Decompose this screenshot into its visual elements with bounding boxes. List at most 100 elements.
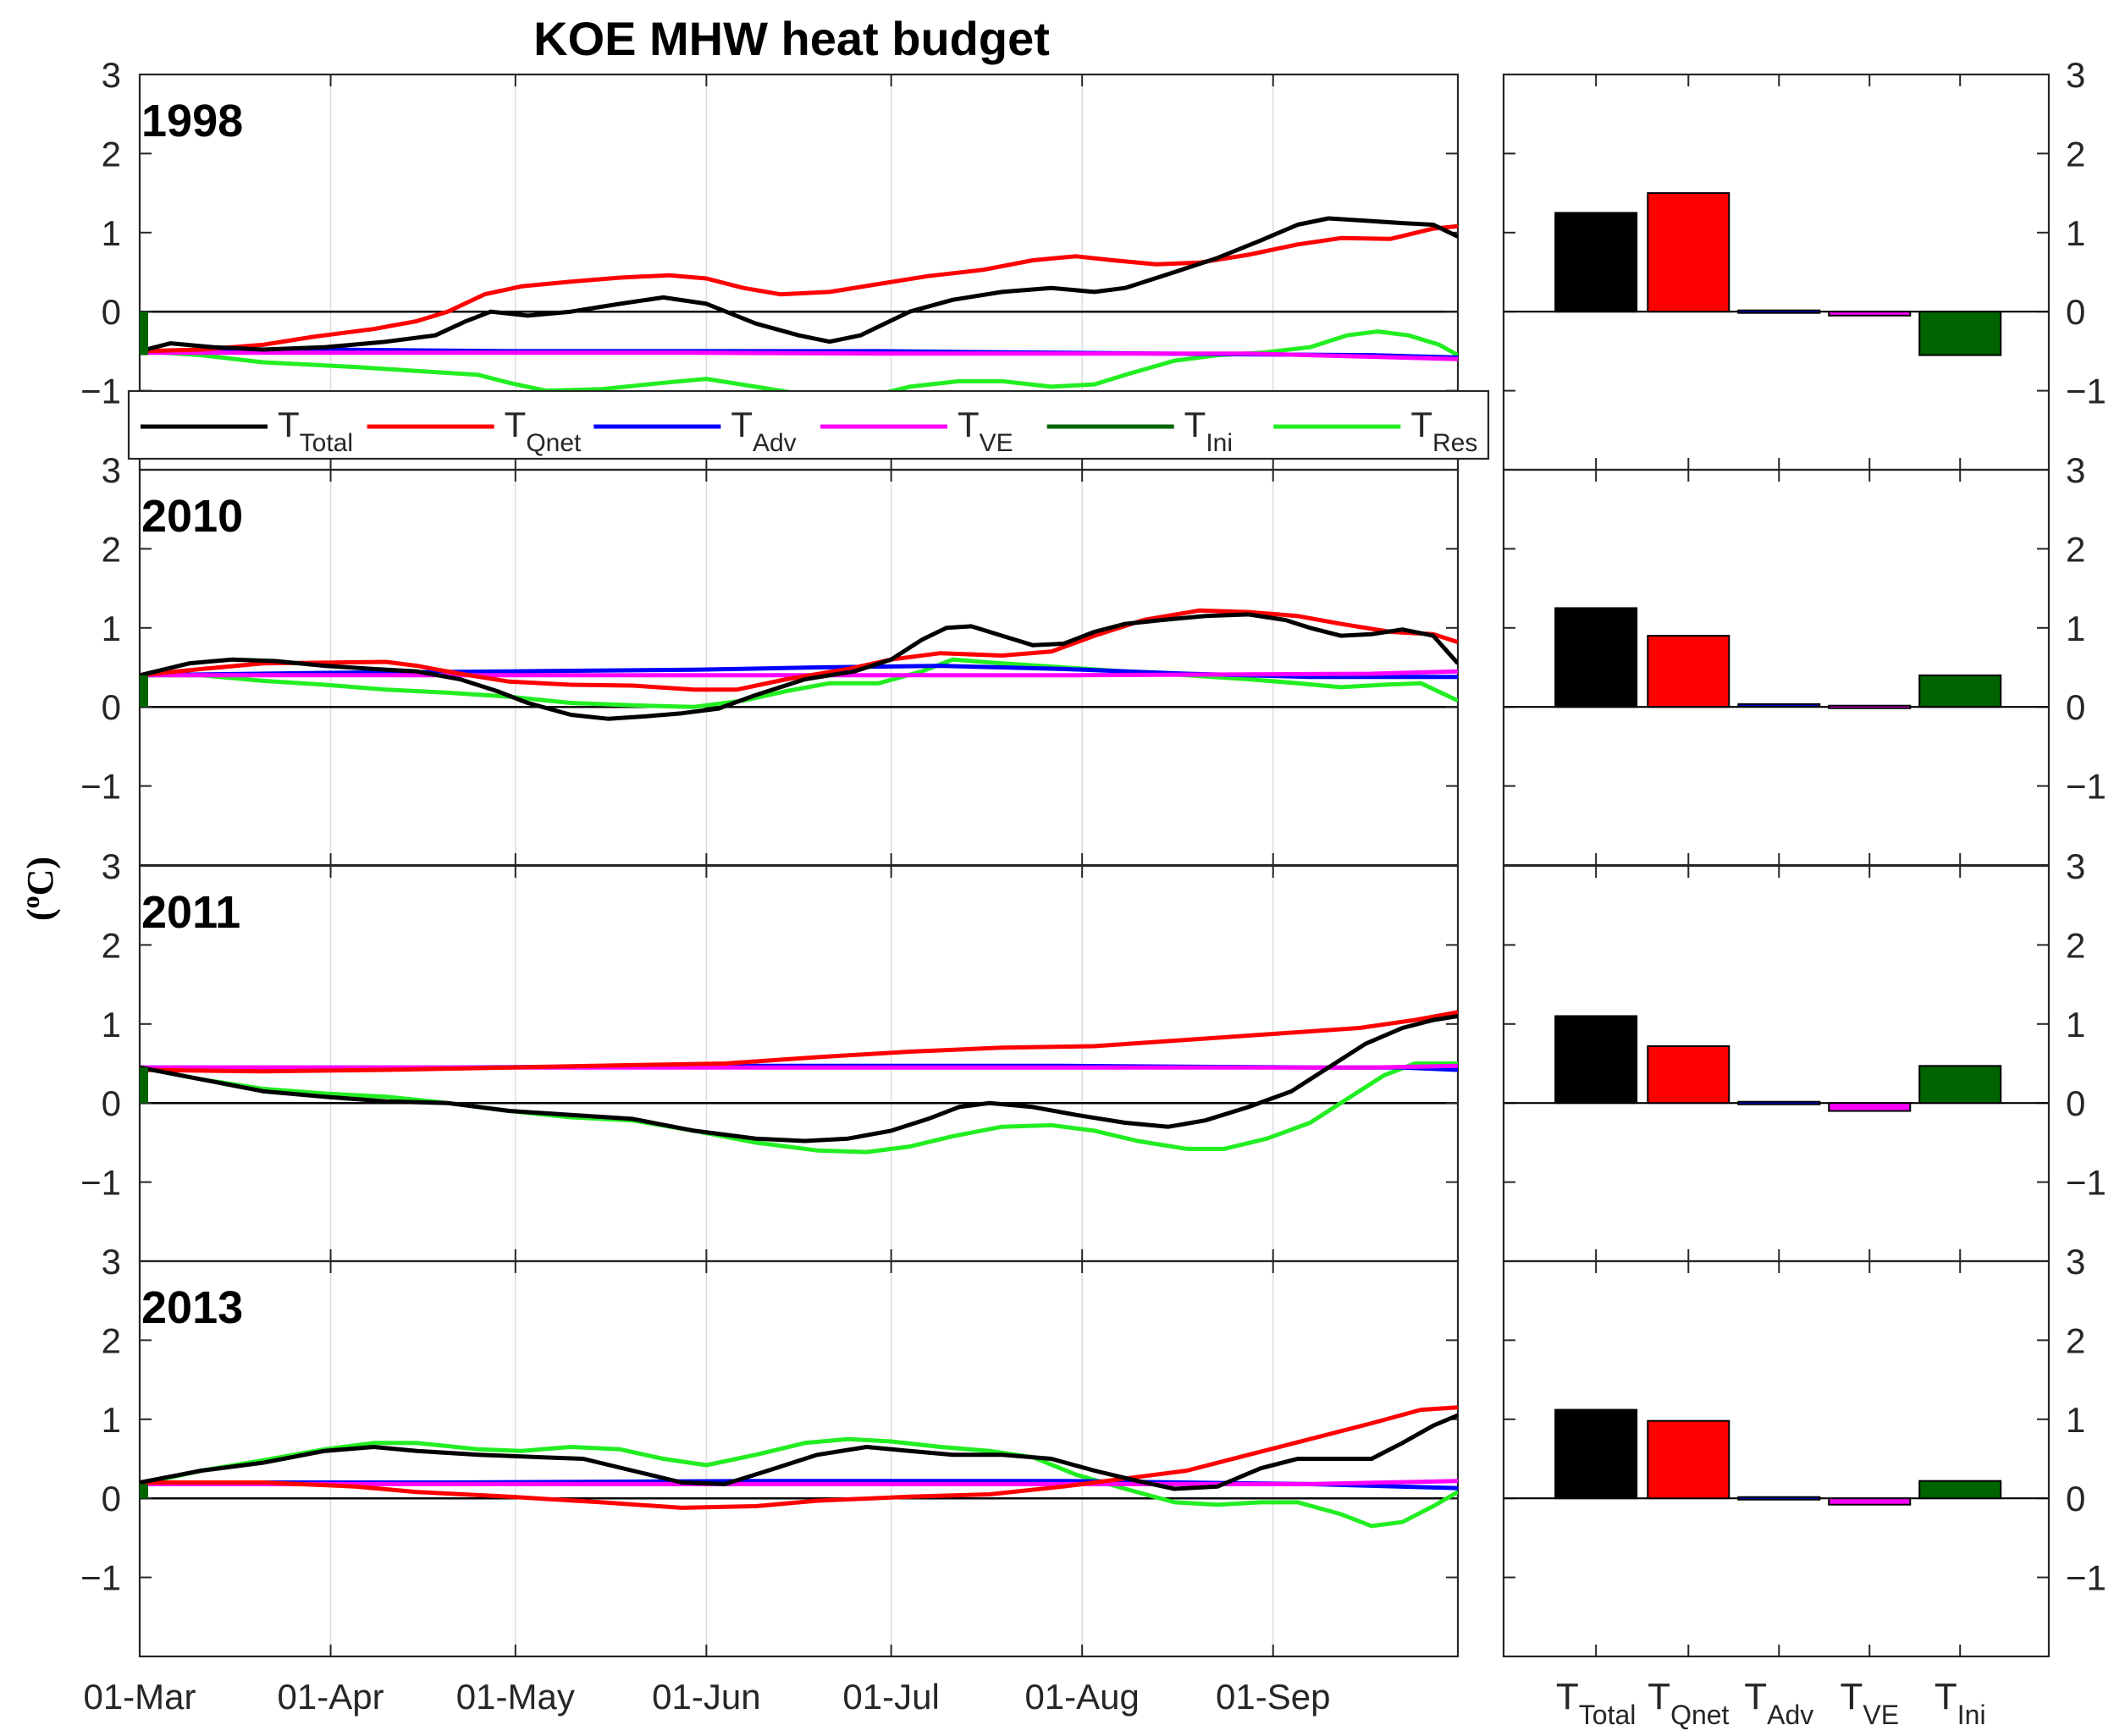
bar-category-label: TIni: [1935, 1676, 1986, 1730]
series-line-res: [140, 1061, 1458, 1155]
y-axis-label: (oC): [17, 857, 62, 921]
legend-label-qnet: TQnet: [505, 405, 582, 457]
bar-ini: [1918, 1480, 2002, 1500]
bar-adv: [1737, 703, 1821, 708]
legend-label-total: TTotal: [278, 405, 353, 457]
bar-panel-1998: −1 0 1 2 3: [1502, 55, 2106, 471]
y-tick-label: 2: [102, 134, 121, 174]
panel-year-label: 1998: [141, 96, 243, 146]
plot-frame: [138, 864, 1460, 1263]
ini-marker: [140, 311, 148, 355]
bar-y-tick-label: 3: [2066, 1242, 2085, 1281]
panel-2011: −1 0 1 2 3 2011 −1 0 1 2 3: [80, 846, 2106, 1263]
legend-label-adv: TAdv: [731, 405, 796, 457]
plot-frame: [138, 1259, 1460, 1658]
y-tick-label: 2: [102, 1320, 121, 1360]
bar-panel-2011: −1 0 1 2 3: [1502, 846, 2106, 1263]
bar-ve: [1828, 1102, 1912, 1112]
y-tick-label: 1: [102, 213, 121, 253]
bar-total: [1554, 212, 1638, 313]
bar-y-tick-label: 0: [2066, 1083, 2085, 1123]
bar-ini: [1918, 674, 2002, 708]
bar-y-tick-label: −1: [2066, 372, 2106, 411]
bar-total: [1554, 607, 1638, 708]
legend-box: [127, 389, 1490, 460]
bar-qnet: [1647, 1419, 1730, 1500]
bar-category-label: TTotal: [1556, 1676, 1636, 1730]
panel-2013: −1 0 1 2 3 2013 −1 0 1 2 3: [80, 1242, 2106, 1658]
bar-ve: [1828, 1497, 1912, 1506]
bar-y-tick-label: 0: [2066, 1479, 2085, 1518]
bar-qnet: [1647, 635, 1730, 708]
ini-marker: [140, 1484, 148, 1499]
bar-qnet: [1647, 192, 1730, 313]
y-tick-label: 3: [102, 846, 121, 886]
series-line-ve: [140, 1479, 1458, 1486]
bar-y-tick-label: −1: [2066, 1163, 2106, 1203]
y-tick-label: 0: [102, 687, 121, 727]
series-line-qnet: [140, 1405, 1458, 1510]
y-tick-label: 3: [102, 55, 121, 95]
x-tick-label: 01-Sep: [1216, 1677, 1330, 1717]
bar-y-tick-label: 3: [2066, 846, 2085, 886]
series-line-total: [140, 612, 1458, 721]
series-line-total: [140, 216, 1458, 354]
bar-qnet: [1647, 1044, 1730, 1105]
bar-y-tick-label: −1: [2066, 767, 2106, 807]
series-line-ve: [140, 350, 1458, 361]
x-tick-label: 01-Apr: [278, 1677, 384, 1717]
bar-y-tick-label: 2: [2066, 529, 2085, 569]
panel-1998: −1 0 1 2 3 1998 −1 0 1 2 3: [80, 55, 2106, 471]
y-tick-label: −1: [80, 767, 121, 807]
series-line-total: [140, 1413, 1458, 1491]
y-tick-label: 1: [102, 609, 121, 648]
ini-marker: [140, 1067, 148, 1104]
bar-y-tick-label: 1: [2066, 213, 2085, 253]
y-tick-label: 0: [102, 1479, 121, 1518]
bar-category-label: TQnet: [1648, 1676, 1729, 1730]
bar-y-tick-label: 2: [2066, 134, 2085, 174]
bar-adv: [1737, 1100, 1821, 1105]
panel-year-label: 2010: [141, 491, 243, 542]
chart-title: KOE MHW heat budget: [533, 12, 1050, 65]
bar-ve: [1828, 704, 1912, 709]
legend-label-ve: TVE: [958, 405, 1013, 457]
y-tick-label: 0: [102, 1083, 121, 1123]
bar-ini: [1918, 1065, 2002, 1105]
y-tick-label: −1: [80, 372, 121, 411]
bar-y-tick-label: −1: [2066, 1558, 2106, 1598]
bar-total: [1554, 1408, 1638, 1500]
series-line-total: [140, 1014, 1458, 1144]
y-tick-label: 0: [102, 292, 121, 332]
bar-y-tick-label: 1: [2066, 1400, 2085, 1440]
y-tick-label: 2: [102, 925, 121, 965]
panel-year-label: 2013: [141, 1282, 243, 1333]
bar-y-tick-label: 3: [2066, 55, 2085, 95]
bar-panel-2010: −1 0 1 2 3: [1502, 450, 2106, 867]
series-line-res: [140, 657, 1458, 709]
series-line-ve: [140, 1063, 1458, 1070]
y-tick-label: −1: [80, 1558, 121, 1598]
bar-plot-frame: [1502, 1259, 2050, 1658]
bar-panel-2013: −1 0 1 2 3: [1502, 1242, 2106, 1658]
bar-y-tick-label: 0: [2066, 687, 2085, 727]
legend-label-res: TRes: [1410, 405, 1477, 457]
series-line-qnet: [140, 1010, 1458, 1074]
legend-label-ini: TIni: [1184, 405, 1233, 457]
x-tick-label: 01-Aug: [1024, 1677, 1139, 1717]
series-line-res: [140, 1436, 1458, 1529]
x-tick-label: 01-Jul: [842, 1677, 939, 1717]
y-tick-label: 2: [102, 529, 121, 569]
panel-year-label: 2011: [141, 887, 240, 938]
bar-y-tick-label: 3: [2066, 450, 2085, 490]
bar-ve: [1828, 311, 1912, 317]
bar-y-tick-label: 1: [2066, 1005, 2085, 1044]
x-tick-label: 01-May: [456, 1677, 575, 1717]
series-line-res: [140, 329, 1458, 403]
y-tick-label: 1: [102, 1005, 121, 1044]
panel-2010: −1 0 1 2 3 2010 −1 0 1 2 3: [80, 450, 2106, 867]
bar-category-label: TAdv: [1744, 1676, 1813, 1730]
bar-ini: [1918, 311, 2002, 356]
y-tick-label: 1: [102, 1400, 121, 1440]
